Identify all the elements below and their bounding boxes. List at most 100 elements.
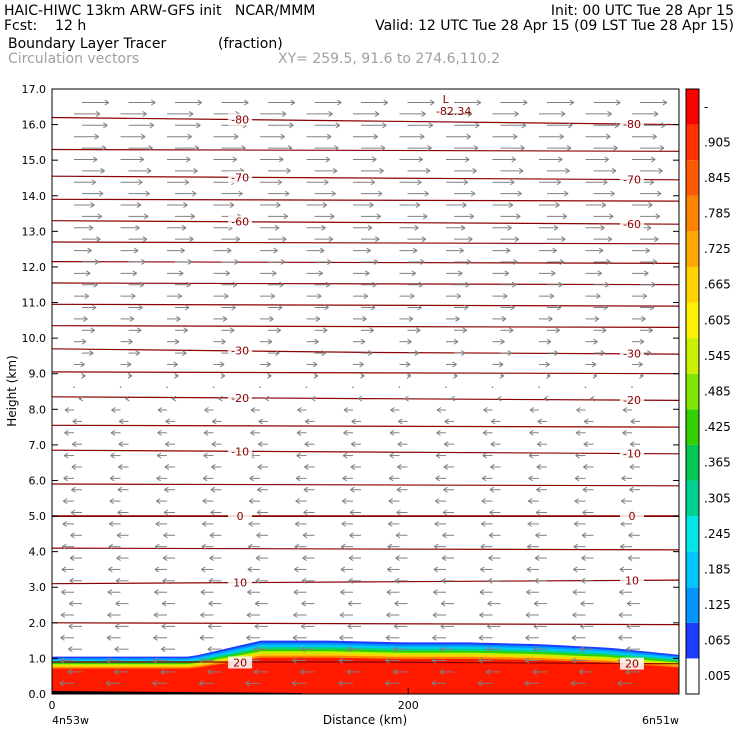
circulation-vector-head xyxy=(508,327,514,334)
circulation-vector-head xyxy=(248,543,253,550)
circulation-vector-head xyxy=(187,259,193,265)
isotherm-labeled-6 xyxy=(52,220,679,225)
circulation-vector-head xyxy=(524,680,529,687)
circulation-vector-head xyxy=(421,236,427,243)
circulation-vector-head xyxy=(280,133,285,140)
circulation-vector-head xyxy=(628,532,633,539)
circulation-vector-head xyxy=(254,600,260,607)
circulation-vector-head xyxy=(571,634,577,641)
circulation-vector-head xyxy=(370,179,376,186)
circulation-vector-head xyxy=(652,259,658,265)
circulation-vector-head xyxy=(371,156,377,163)
colorbar-swatch xyxy=(686,409,699,445)
circulation-vector-head xyxy=(490,464,495,470)
circulation-vector-head xyxy=(414,224,419,231)
y-tick-label: 6.0 xyxy=(29,474,47,487)
circulation-vector-head xyxy=(162,577,167,584)
circulation-vector-head xyxy=(161,623,166,630)
circulation-vector-head xyxy=(95,110,101,117)
y-tick-label: 9.0 xyxy=(29,368,47,381)
circulation-vector-head xyxy=(218,395,223,402)
circulation-vector-head xyxy=(208,577,214,584)
circulation-vector-head xyxy=(321,224,326,231)
circulation-vector-head xyxy=(293,589,299,596)
circulation-vector-head xyxy=(59,680,64,687)
circulation-vector-head xyxy=(276,202,281,208)
colorbar-label: .065 xyxy=(704,634,731,648)
circulation-vector-head xyxy=(115,600,120,607)
isotherm-labeled-5 xyxy=(52,348,679,355)
circulation-vector-head xyxy=(140,133,146,140)
circulation-vector-head xyxy=(552,247,557,254)
circulation-vector-head xyxy=(64,429,69,436)
circulation-vector-head xyxy=(232,281,238,288)
circulation-vector-head xyxy=(87,247,92,254)
isotherm-labeled-0 xyxy=(52,661,679,665)
contour-label-bg xyxy=(619,394,644,407)
circulation-vector-head xyxy=(534,555,540,561)
circulation-vector-head xyxy=(62,543,67,550)
y-tick-label: 7.0 xyxy=(29,439,47,452)
circulation-vector-head xyxy=(198,680,204,687)
circulation-vector-head xyxy=(581,532,587,539)
circulation-vector-head xyxy=(558,281,563,288)
circulation-vector-head xyxy=(114,669,119,675)
circulation-vector-head xyxy=(626,623,631,630)
circulation-vector-head xyxy=(532,669,538,675)
circulation-vector-head xyxy=(279,281,284,288)
circulation-vector-head xyxy=(462,327,467,334)
circulation-vector-head xyxy=(370,304,376,311)
circulation-vector-head xyxy=(194,145,200,151)
circulation-vector-head xyxy=(108,520,114,527)
circulation-vector-head xyxy=(334,145,339,151)
circulation-vector-head xyxy=(583,464,588,470)
circulation-vector-head xyxy=(557,156,563,163)
circulation-vector-head xyxy=(94,133,99,140)
circulation-vector-head xyxy=(128,338,133,345)
circulation-vector-head xyxy=(377,190,383,197)
circulation-vector-head xyxy=(527,520,533,527)
circulation-vector-head xyxy=(453,372,458,379)
circulation-vector-head xyxy=(388,498,393,505)
circulation-vector-head xyxy=(618,634,623,641)
circulation-vector-head xyxy=(286,167,291,174)
circulation-vector-head xyxy=(505,247,511,254)
circulation-vector-head xyxy=(414,350,420,356)
circulation-vector-head xyxy=(331,190,336,197)
circulation-vector xyxy=(166,386,168,389)
y-tick-label: 5.0 xyxy=(29,510,47,523)
circulation-vector-head xyxy=(528,475,533,482)
circulation-vector-head xyxy=(501,315,507,322)
circulation-vector-head xyxy=(520,145,525,151)
circulation-vector-head xyxy=(415,202,421,208)
circulation-vector-head xyxy=(479,612,484,618)
circulation-vector-head xyxy=(180,247,185,254)
circulation-vector-head xyxy=(373,133,378,140)
circulation-vector-head xyxy=(91,304,97,311)
circulation-vector-head xyxy=(425,167,431,174)
circulation-vector-head xyxy=(165,418,171,425)
header-model-title: HAIC-HIWC 13km ARW-GFS init NCAR/MMM xyxy=(4,3,316,19)
contour-label-10: 10 xyxy=(625,574,639,587)
circulation-vector-head xyxy=(581,555,586,561)
circulation-vector-head xyxy=(559,133,564,140)
contour-label-0: 0 xyxy=(628,510,635,523)
y-tick-label: 8.0 xyxy=(29,403,47,416)
circulation-vector-head xyxy=(138,179,143,186)
circulation-vector-head xyxy=(341,543,346,550)
circulation-vector-head xyxy=(284,190,290,197)
circulation-vector-head xyxy=(627,555,633,561)
circulation-vector-head xyxy=(469,213,474,220)
contour-label-bg xyxy=(619,347,644,360)
isotherm-labeled-3 xyxy=(52,449,679,455)
circulation-vector-head xyxy=(231,304,236,311)
circulation-vector-head xyxy=(574,498,579,505)
circulation-vector-head xyxy=(579,669,584,675)
circulation-vector-head xyxy=(150,99,156,106)
circulation-vector-head xyxy=(229,202,235,208)
circulation-vector-head xyxy=(397,418,403,425)
y-tick-label: 10.0 xyxy=(22,332,47,345)
circulation-vector-head xyxy=(118,441,124,448)
circulation-vector-head xyxy=(253,669,259,675)
circulation-vector-head xyxy=(655,213,660,220)
